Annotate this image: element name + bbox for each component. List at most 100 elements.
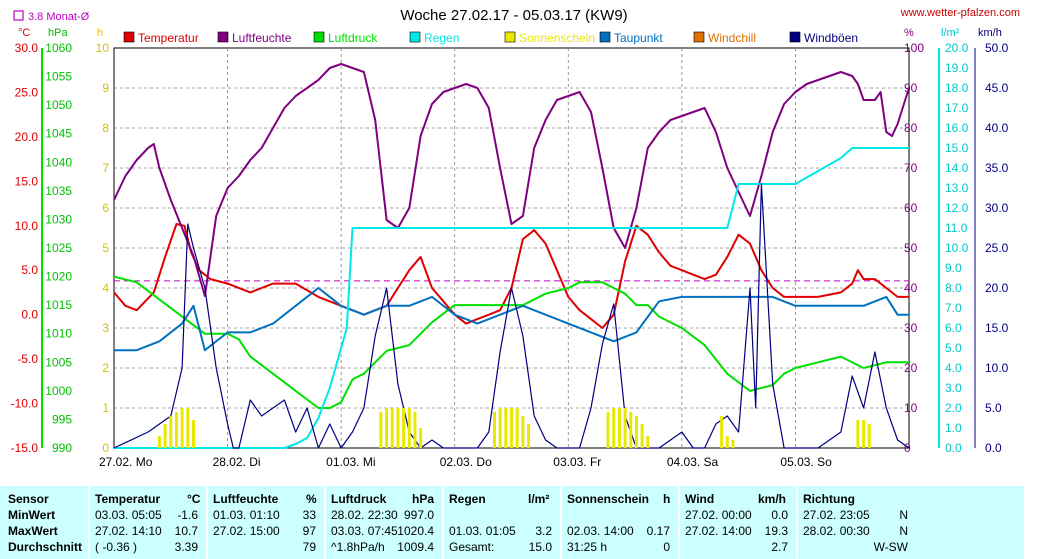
sunshine-bar: [510, 408, 513, 448]
x-tick-label: 28.02. Di: [213, 455, 261, 469]
pressure-value: 1020.4: [397, 524, 434, 538]
rain_lm2-tick-label: 15.0: [945, 141, 969, 155]
sunshine-bar: [862, 420, 866, 448]
humidity_pct-tick-label: 80: [904, 121, 918, 135]
sunshine-bar: [163, 424, 167, 448]
pressure_hpa-tick-label: 1045: [45, 127, 72, 141]
temperature_c-tick-label: -15.0: [11, 441, 39, 455]
legend-swatch: [123, 31, 135, 43]
sunshine-bar: [521, 416, 525, 448]
sunshine-bar: [731, 440, 735, 448]
rain_lm2-tick-label: 4.0: [945, 361, 962, 375]
temperature_c-tick-label: -5.0: [17, 352, 38, 366]
column-divider: [324, 486, 326, 559]
column-divider: [796, 486, 798, 559]
sunshine-bar: [498, 408, 502, 448]
temperature-when: ( -0.36 ): [95, 540, 138, 554]
rain-value: 3.2: [535, 524, 552, 538]
pressure_hpa-tick-label: 1050: [45, 98, 72, 112]
summary-table: Sensor Temperatur °C Luftfeuchte % Luftd…: [0, 486, 1024, 559]
pressure_hpa-tick-label: 1015: [45, 298, 72, 312]
sunshine-bar: [617, 408, 621, 448]
direction-value: N: [899, 508, 908, 522]
sunshine-bar: [606, 412, 610, 448]
rain_lm2-tick-label: 0.0: [945, 441, 962, 455]
temperature_c-tick-label: 30.0: [15, 41, 39, 55]
pressure-value: 997.0: [403, 508, 434, 522]
legend-label: Sonnenschein: [519, 31, 595, 45]
rain_lm2-tick-label: 13.0: [945, 181, 969, 195]
rain_lm2-tick-label: 19.0: [945, 61, 969, 75]
legend-label: Luftfeuchte: [232, 31, 292, 45]
unit-hpa: hPa: [48, 27, 68, 39]
sunshine_h-tick-label: 6: [102, 201, 109, 215]
header-wind-unit: km/h: [758, 492, 787, 506]
sunshine_h-tick-label: 0: [102, 441, 109, 455]
legend-swatch: [217, 31, 229, 43]
pressure_hpa-tick-label: 1005: [45, 355, 72, 369]
sunshine-bar: [640, 424, 644, 448]
sunshine_h-tick-label: 1: [102, 401, 109, 415]
sun-when: 02.03. 14:00: [567, 524, 634, 538]
sunshine-bar: [390, 408, 394, 448]
series-line-regen: [114, 147, 909, 449]
pressure-when: 28.02. 22:30: [331, 508, 398, 522]
sunshine-bar: [612, 408, 616, 448]
temperature_c-tick-label: 25.0: [15, 85, 39, 99]
sunshine_h-tick-label: 10: [96, 41, 110, 55]
pressure_hpa-tick-label: 1020: [45, 270, 72, 284]
chart-title: Woche 27.02.17 - 05.03.17 (KW9): [400, 7, 627, 24]
header-humidity: Luftfeuchte: [213, 492, 279, 506]
legend-label: Luftdruck: [328, 31, 378, 45]
column-divider: [678, 486, 680, 559]
header-wind: Wind: [685, 492, 715, 506]
temperature-when: 03.03. 05:05: [95, 508, 162, 522]
humidity-value: 33: [302, 508, 316, 522]
sunshine_h-tick-label: 2: [102, 361, 109, 375]
rain_lm2-tick-label: 16.0: [945, 121, 969, 135]
sunshine-bar: [186, 408, 190, 448]
humidity_pct-tick-label: 90: [904, 81, 918, 95]
website-link[interactable]: www.wetter-pfalzen.com: [900, 7, 1020, 19]
x-tick-label: 02.03. Do: [440, 455, 492, 469]
sunshine-bar: [419, 428, 423, 448]
wind-value: 19.3: [764, 524, 788, 538]
monthly-average-label: 3.8 Monat-Ø: [28, 11, 90, 23]
rain-when: Gesamt:: [449, 540, 495, 554]
sunshine-bar: [720, 416, 724, 448]
sunshine-bar: [856, 420, 860, 448]
wind_kmh-tick-label: 15.0: [985, 321, 1009, 335]
legend-swatch: [789, 31, 801, 43]
sunshine-bar: [527, 424, 531, 448]
sunshine-bar: [385, 408, 389, 448]
wind_kmh-tick-label: 25.0: [985, 241, 1009, 255]
pressure_hpa-tick-label: 990: [52, 441, 72, 455]
pressure-value: 1009.4: [397, 540, 434, 554]
monthly-average-marker-icon: [13, 10, 24, 21]
rain_lm2-tick-label: 18.0: [945, 81, 969, 95]
series-line-temperatur: [113, 223, 909, 329]
unit-celsius: °C: [18, 27, 30, 39]
sunshine-bar: [180, 408, 184, 448]
column-divider: [442, 486, 444, 559]
pressure-when: 03.03. 07:45: [331, 524, 398, 538]
direction-value: N: [899, 524, 908, 538]
rain_lm2-tick-label: 10.0: [945, 241, 969, 255]
rain_lm2-tick-label: 2.0: [945, 401, 962, 415]
chart-legend: Temperatur Luftfeuchte Luftdruck Regen Sonne…: [123, 31, 858, 45]
wind_kmh-tick-label: 20.0: [985, 281, 1009, 295]
humidity_pct-tick-label: 60: [904, 201, 918, 215]
legend-swatch: [693, 31, 705, 43]
x-tick-label: 27.02. Mo: [99, 455, 153, 469]
rain_lm2-tick-label: 14.0: [945, 161, 969, 175]
weather-chart: 30.025.020.015.010.05.00.0-5.0-10.0-15.0…: [10, 7, 1020, 469]
header-rain: Regen: [449, 492, 486, 506]
rain_lm2-tick-label: 6.0: [945, 321, 962, 335]
x-tick-label: 04.03. Sa: [667, 455, 719, 469]
rain_lm2-tick-label: 5.0: [945, 341, 962, 355]
humidity_pct-tick-label: 20: [904, 361, 918, 375]
legend-label: Temperatur: [138, 31, 199, 45]
pressure_hpa-tick-label: 1030: [45, 212, 72, 226]
header-direction: Richtung: [803, 492, 855, 506]
sunshine-bar: [402, 408, 406, 448]
